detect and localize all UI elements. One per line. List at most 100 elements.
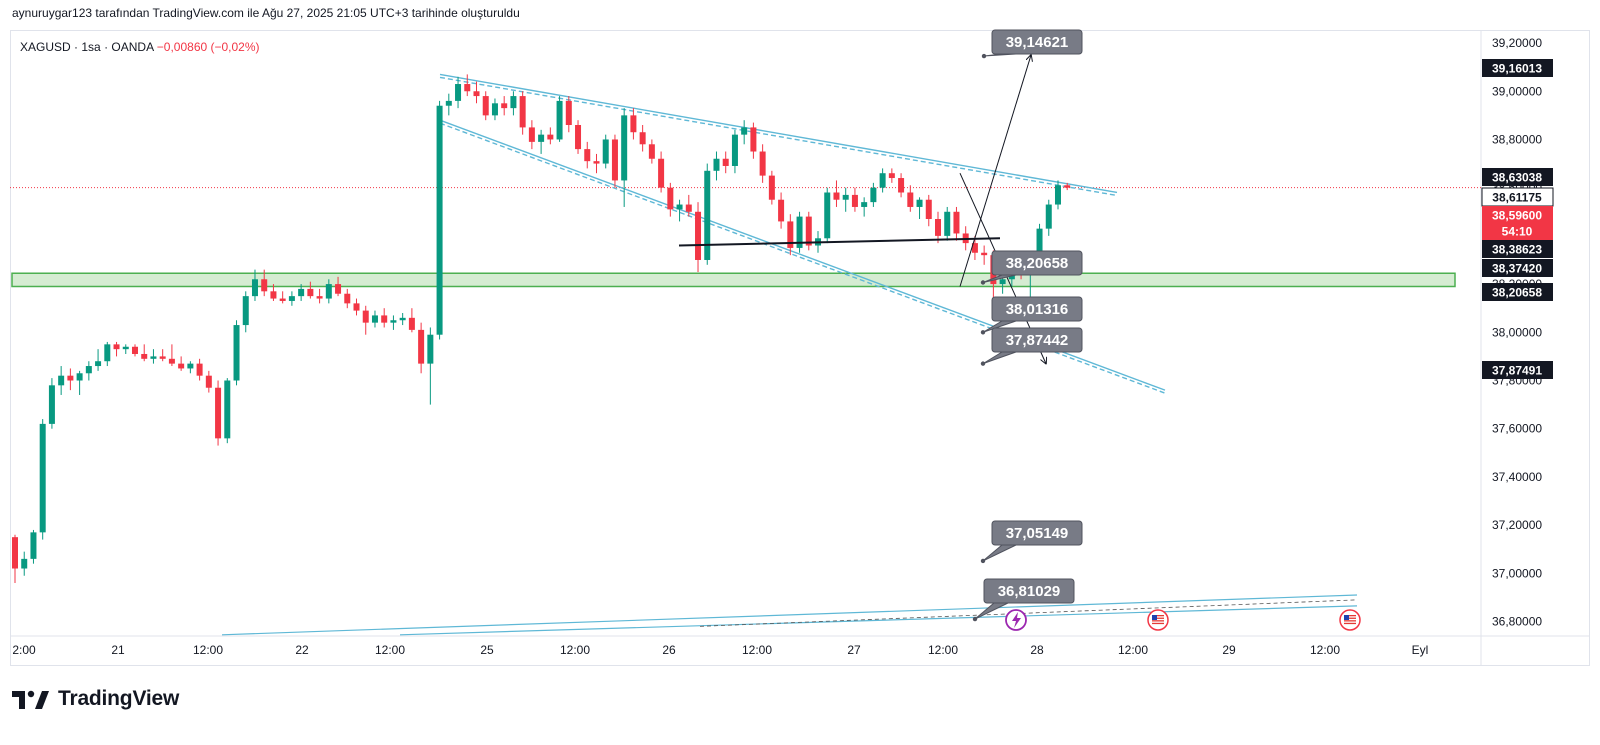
candle[interactable] (787, 214, 794, 256)
candle[interactable] (676, 199, 683, 222)
candle[interactable] (408, 308, 415, 333)
candle[interactable] (325, 279, 332, 304)
candle[interactable] (593, 153, 600, 174)
candle[interactable] (251, 269, 258, 301)
candle[interactable] (427, 327, 434, 405)
candle[interactable] (556, 96, 563, 142)
candle[interactable] (621, 108, 628, 207)
candle[interactable] (639, 125, 646, 152)
candle[interactable] (455, 76, 462, 109)
candle[interactable] (418, 322, 425, 374)
candle[interactable] (630, 108, 637, 140)
candle[interactable] (685, 194, 692, 217)
candle[interactable] (1064, 182, 1071, 191)
candle[interactable] (12, 534, 18, 583)
candle[interactable] (888, 168, 895, 183)
candle[interactable] (833, 180, 840, 207)
candle[interactable] (371, 310, 378, 328)
candle[interactable] (141, 344, 148, 362)
candle[interactable] (731, 129, 738, 174)
candle[interactable] (48, 378, 55, 429)
rising-trend-line-lower[interactable] (399, 605, 1358, 636)
candle[interactable] (824, 187, 831, 244)
candle[interactable] (58, 366, 65, 395)
candle[interactable] (953, 206, 960, 241)
candle[interactable] (390, 315, 397, 330)
support-zone[interactable] (11, 272, 1456, 288)
candle[interactable] (935, 211, 941, 244)
candle[interactable] (159, 349, 166, 362)
candle[interactable] (796, 211, 803, 253)
candle[interactable] (768, 170, 775, 205)
candle[interactable] (1045, 199, 1052, 236)
candle[interactable] (778, 192, 785, 229)
candle[interactable] (196, 358, 203, 381)
candle[interactable] (547, 127, 554, 145)
price-callout[interactable]: 37,05149 (980, 520, 1083, 564)
candle[interactable] (575, 120, 582, 154)
candle[interactable] (95, 349, 102, 371)
candle[interactable] (750, 122, 757, 159)
candle[interactable] (510, 91, 517, 116)
price-callout[interactable]: 39,14621 (981, 29, 1083, 59)
us-flag-event-icon[interactable] (1339, 609, 1361, 631)
candle[interactable] (399, 313, 406, 326)
candle[interactable] (85, 361, 92, 381)
candle[interactable] (695, 202, 702, 273)
interval-label[interactable]: 1sa (81, 40, 101, 54)
candle[interactable] (971, 235, 978, 260)
tradingview-logo[interactable]: TradingView (12, 686, 179, 712)
candle[interactable] (944, 206, 951, 241)
candle[interactable] (307, 281, 314, 299)
candle[interactable] (528, 120, 535, 150)
candle[interactable] (861, 197, 868, 217)
candle[interactable] (298, 284, 305, 301)
lightning-event-icon[interactable] (1005, 609, 1027, 631)
candle[interactable] (907, 185, 914, 212)
candle[interactable] (491, 98, 498, 121)
candle[interactable] (602, 134, 609, 169)
candle[interactable] (658, 151, 665, 193)
candle[interactable] (519, 91, 526, 135)
candle[interactable] (842, 187, 849, 212)
candle[interactable] (362, 305, 369, 335)
candle[interactable] (233, 320, 240, 386)
candle[interactable] (436, 100, 443, 340)
candle[interactable] (242, 291, 249, 333)
price-callout[interactable]: 37,87442 (980, 327, 1083, 366)
price-callout[interactable]: 36,81029 (972, 578, 1075, 622)
symbol-name[interactable]: XAGUSD (20, 40, 71, 54)
candle[interactable] (713, 151, 720, 181)
candle[interactable] (30, 529, 37, 564)
channel-upper-line[interactable] (439, 73, 1118, 194)
candle[interactable] (1054, 180, 1061, 210)
candle[interactable] (21, 551, 28, 576)
candle[interactable] (381, 308, 388, 328)
candle[interactable] (270, 284, 277, 301)
candle[interactable] (215, 380, 222, 446)
candle[interactable] (501, 96, 508, 116)
candle[interactable] (279, 291, 286, 304)
candle[interactable] (131, 344, 138, 357)
candle[interactable] (464, 74, 471, 97)
price-callout[interactable]: 38,01316 (980, 296, 1083, 335)
candle[interactable] (113, 341, 120, 357)
candle[interactable] (611, 134, 618, 188)
bullish-target-arrow[interactable] (959, 55, 1031, 287)
candle[interactable] (205, 370, 212, 393)
candle[interactable] (39, 419, 46, 540)
candle[interactable] (335, 276, 342, 297)
candle[interactable] (704, 163, 711, 265)
candle[interactable] (67, 368, 74, 391)
candle[interactable] (925, 194, 932, 227)
candle[interactable] (104, 341, 111, 367)
candle[interactable] (178, 356, 185, 371)
candle[interactable] (122, 344, 129, 354)
candle[interactable] (473, 81, 480, 104)
candle[interactable] (916, 197, 923, 220)
candle[interactable] (168, 344, 175, 367)
candle[interactable] (870, 182, 877, 207)
candle[interactable] (316, 288, 323, 304)
candle[interactable] (759, 144, 766, 183)
candle[interactable] (667, 182, 674, 217)
